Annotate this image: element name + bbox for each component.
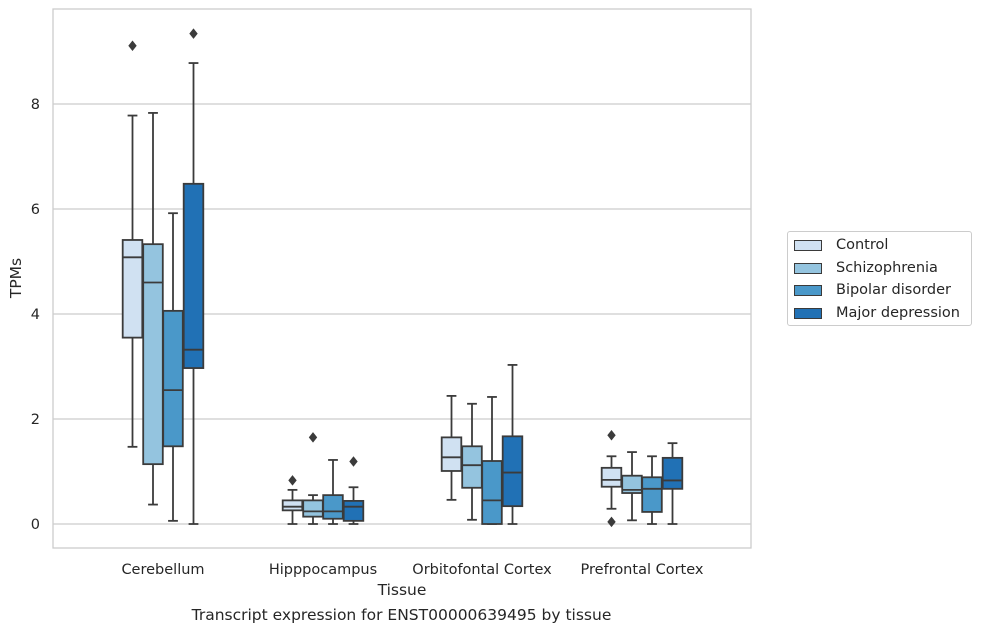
legend-item-control: Control	[794, 236, 888, 254]
y-axis-label: TPMs	[7, 258, 25, 299]
box-schizophrenia-prefrontal-cortex	[621, 451, 643, 522]
x-tick-label-prefrontal-cortex: Prefrontal Cortex	[581, 562, 704, 578]
legend-label-major-depression: Major depression	[836, 305, 960, 321]
legend: Control Schizophrenia Bipolar disorder M…	[787, 231, 972, 326]
legend-item-bipolar-disorder: Bipolar disorder	[794, 281, 951, 299]
legend-swatch-major-depression	[794, 307, 822, 319]
plot-frame	[52, 8, 752, 549]
legend-swatch-bipolar-disorder	[794, 284, 822, 296]
outlier-point	[189, 28, 198, 39]
box-iqr	[162, 309, 184, 448]
box-control-cerebellum	[121, 40, 144, 448]
x-tick-label-cerebellum: Cerebellum	[121, 562, 204, 578]
outlier-point	[349, 456, 358, 467]
x-tick-labels: Cerebellum Hipppocampus Orbitofontal Corte…	[121, 562, 703, 578]
box-major-depression-cerebellum	[182, 28, 205, 525]
boxes	[121, 28, 684, 528]
legend-swatch-schizophrenia	[794, 262, 822, 274]
outlier-point	[288, 475, 297, 486]
y-tick-label-8: 8	[31, 97, 40, 113]
box-iqr	[322, 494, 344, 520]
box-iqr	[302, 499, 324, 518]
box-iqr	[600, 466, 623, 488]
outlier-point	[607, 516, 616, 528]
box-major-depression-prefrontal-cortex	[661, 442, 684, 525]
outlier-point	[128, 40, 137, 51]
box-iqr	[121, 239, 144, 339]
box-iqr	[142, 243, 164, 466]
box-bipolar-disorder-prefrontal-cortex	[641, 455, 663, 525]
box-iqr	[461, 445, 483, 489]
y-tick-label-2: 2	[31, 412, 40, 428]
box-control-prefrontal-cortex	[600, 430, 623, 528]
box-schizophrenia-orbitofontal-cortex	[461, 402, 483, 521]
box-major-depression-hipppocampus	[342, 456, 365, 525]
legend-swatch-control	[794, 239, 822, 251]
outlier-point	[308, 432, 318, 443]
legend-item-major-depression: Major depression	[794, 304, 960, 322]
box-iqr	[182, 182, 205, 369]
y-tick-label-6: 6	[31, 202, 40, 218]
legend-label-control: Control	[836, 237, 889, 253]
y-tick-label-4: 4	[31, 307, 40, 323]
box-iqr	[661, 456, 684, 490]
box-iqr	[501, 435, 524, 508]
legend-item-schizophrenia: Schizophrenia	[794, 259, 938, 277]
box-bipolar-disorder-cerebellum	[162, 212, 184, 522]
box-iqr	[281, 499, 304, 512]
legend-label-bipolar-disorder: Bipolar disorder	[836, 282, 951, 298]
y-tick-label-0: 0	[31, 517, 40, 533]
x-tick-label-orbitofontal-cortex: Orbitofontal Cortex	[412, 562, 552, 578]
x-axis-label: Tissue	[377, 581, 427, 599]
legend-label-schizophrenia: Schizophrenia	[836, 260, 938, 276]
box-iqr	[481, 460, 503, 525]
box-iqr	[641, 476, 663, 513]
box-major-depression-orbitofontal-cortex	[501, 364, 524, 525]
plot-background	[53, 9, 751, 548]
y-tick-labels: 0 2 4 6 8	[31, 97, 40, 533]
box-iqr	[342, 499, 365, 522]
box-iqr	[440, 436, 463, 472]
outlier-point	[607, 430, 616, 441]
x-tick-label-hipppocampus: Hipppocampus	[269, 562, 377, 578]
figure-caption: Transcript expression for ENST0000063949…	[191, 606, 612, 624]
box-schizophrenia-cerebellum	[142, 112, 164, 506]
